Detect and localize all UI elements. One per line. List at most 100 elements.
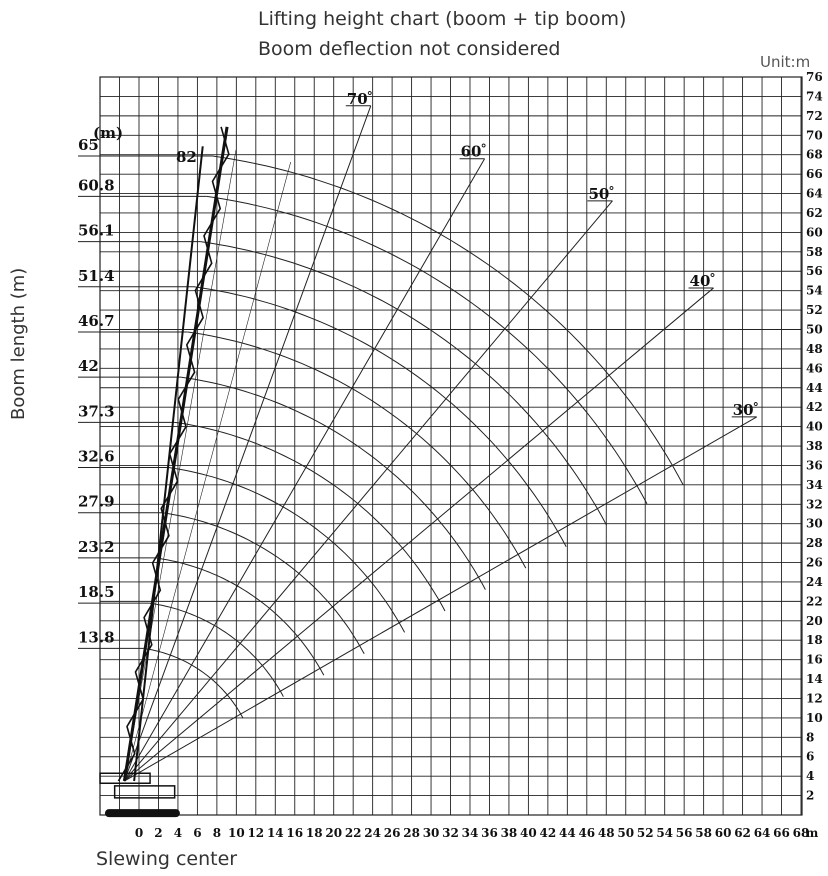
crane-boom bbox=[122, 126, 229, 782]
x-tick-label: 14 bbox=[267, 826, 284, 840]
boom-length-label: 13.8 bbox=[78, 628, 115, 646]
angle-label: 70 bbox=[347, 90, 368, 108]
boom-length-arc bbox=[193, 286, 567, 547]
boom-length-arc bbox=[212, 155, 684, 485]
x-tick-label: 40 bbox=[520, 826, 537, 840]
degree-symbol: ° bbox=[710, 271, 716, 285]
y-tick-label: 72 bbox=[806, 109, 823, 123]
x-tick-label: 30 bbox=[423, 826, 440, 840]
boom-length-label: 46.7 bbox=[78, 312, 115, 330]
angle-label: 50 bbox=[588, 185, 609, 203]
max-angle-label: 82 bbox=[176, 148, 197, 166]
boom-length-arc bbox=[143, 647, 244, 719]
y-tick-label: 12 bbox=[806, 691, 823, 705]
slewing-center-label: Slewing center bbox=[96, 848, 238, 870]
x-tick-label: 44 bbox=[559, 826, 576, 840]
boom-length-label: 60.8 bbox=[78, 176, 115, 194]
y-tick-label: 28 bbox=[806, 536, 823, 550]
x-tick-label: 10 bbox=[228, 826, 245, 840]
crane-boom-chord bbox=[133, 146, 204, 782]
x-tick-label: 0 bbox=[135, 826, 143, 840]
boom-length-label: 32.6 bbox=[78, 448, 115, 466]
y-tick-label: 20 bbox=[806, 614, 823, 628]
x-tick-label: 36 bbox=[481, 826, 498, 840]
x-tick-label: 4 bbox=[174, 826, 182, 840]
unit-label: Unit:m bbox=[760, 53, 811, 71]
boom-length-arc bbox=[206, 195, 648, 505]
x-tick-label: 42 bbox=[540, 826, 557, 840]
x-tick-label: 58 bbox=[695, 826, 712, 840]
boom-length-arc bbox=[168, 467, 406, 633]
y-tick-label: 30 bbox=[806, 517, 823, 531]
y-tick-label: 60 bbox=[806, 225, 823, 239]
y-tick-label: 34 bbox=[806, 478, 823, 492]
crane-counterweight bbox=[99, 772, 151, 784]
y-tick-label: 68 bbox=[806, 148, 823, 162]
x-tick-label: 62 bbox=[734, 826, 751, 840]
boom-length-arc bbox=[181, 376, 486, 590]
x-tick-label: 16 bbox=[286, 826, 303, 840]
boom-length-arc bbox=[200, 241, 608, 526]
angle-label: 30 bbox=[733, 401, 754, 419]
y-tick-label: 42 bbox=[806, 400, 823, 414]
y-tick-label: 76 bbox=[806, 70, 823, 84]
x-tick-label: 60 bbox=[715, 826, 732, 840]
y-tick-label: 38 bbox=[806, 439, 823, 453]
y-tick-label: 16 bbox=[806, 653, 823, 667]
x-tick-label: 52 bbox=[637, 826, 654, 840]
y-tick-label: 6 bbox=[806, 750, 814, 764]
degree-symbol: ° bbox=[608, 184, 614, 198]
x-tick-label: 20 bbox=[325, 826, 342, 840]
x-tick-label: 34 bbox=[462, 826, 479, 840]
chart-title: Lifting height chart (boom + tip boom) bbox=[258, 8, 627, 30]
y-tick-label: 10 bbox=[806, 711, 823, 725]
boom-length-label: 18.5 bbox=[78, 583, 115, 601]
boom-length-label: 42 bbox=[78, 357, 99, 375]
y-tick-label: 40 bbox=[806, 420, 823, 434]
x-tick-label: 56 bbox=[676, 826, 693, 840]
y-tick-label: 4 bbox=[806, 769, 814, 783]
chart-subtitle: Boom deflection not considered bbox=[258, 38, 561, 60]
y-tick-label: 32 bbox=[806, 497, 823, 511]
y-tick-label: 44 bbox=[806, 381, 823, 395]
boom-length-label: 23.2 bbox=[78, 538, 115, 556]
boom-length-arc bbox=[149, 602, 284, 697]
boom-length-arc bbox=[174, 421, 446, 612]
x-tick-label: 26 bbox=[384, 826, 401, 840]
degree-symbol: ° bbox=[367, 89, 373, 103]
boom-length-label: 37.3 bbox=[78, 402, 115, 420]
y-tick-label: 24 bbox=[806, 575, 823, 589]
crane-crawler-track bbox=[104, 809, 180, 818]
y-tick-label: 54 bbox=[806, 284, 823, 298]
y-tick-label: 8 bbox=[806, 730, 814, 744]
y-tick-label: 58 bbox=[806, 245, 823, 259]
y-tick-label: 56 bbox=[806, 264, 823, 278]
y-tick-label: 64 bbox=[806, 187, 823, 201]
x-tick-label: 28 bbox=[403, 826, 420, 840]
angle-line bbox=[124, 416, 757, 782]
degree-symbol: ° bbox=[481, 142, 487, 156]
y-tick-label: 46 bbox=[806, 361, 823, 375]
boom-length-arc bbox=[187, 331, 527, 569]
y-tick-label: 52 bbox=[806, 303, 823, 317]
x-tick-label: 64 bbox=[754, 826, 771, 840]
x-tick-label: 2 bbox=[154, 826, 162, 840]
x-tick-label: 66 bbox=[773, 826, 790, 840]
x-unit-label: m bbox=[806, 826, 819, 840]
y-tick-label: 48 bbox=[806, 342, 823, 356]
x-tick-label: 68 bbox=[793, 826, 810, 840]
x-tick-label: 46 bbox=[578, 826, 595, 840]
y-tick-label: 70 bbox=[806, 128, 823, 142]
x-tick-label: 22 bbox=[345, 826, 362, 840]
x-tick-label: 12 bbox=[247, 826, 264, 840]
boom-length-arc bbox=[155, 557, 325, 676]
angle-line bbox=[123, 105, 372, 782]
y-tick-label: 2 bbox=[806, 789, 814, 803]
y-tick-label: 50 bbox=[806, 323, 823, 337]
boom-angle-ray bbox=[124, 161, 291, 782]
y-tick-label: 14 bbox=[806, 672, 823, 686]
x-tick-label: 8 bbox=[213, 826, 221, 840]
crane-upper-body bbox=[113, 785, 176, 799]
angle-label: 40 bbox=[690, 272, 711, 290]
